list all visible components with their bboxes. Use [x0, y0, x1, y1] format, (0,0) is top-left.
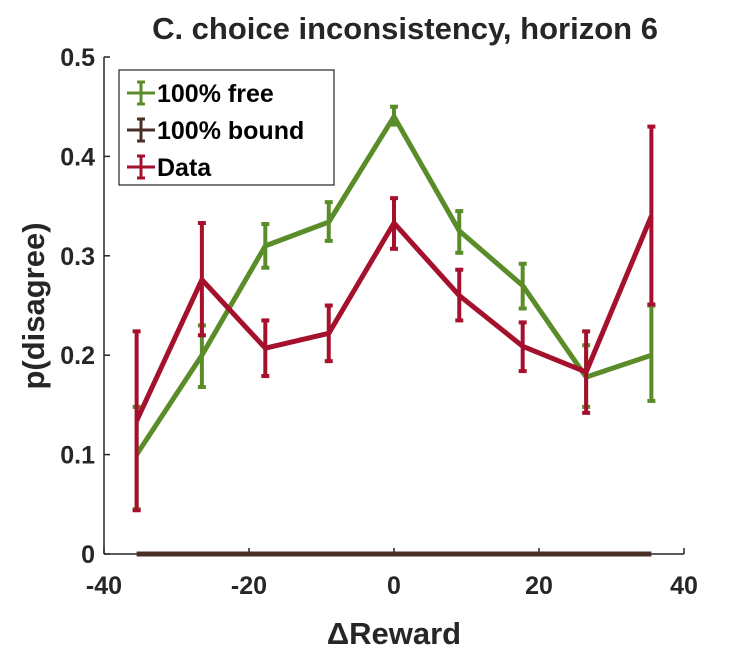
y-tick-label: 0	[81, 541, 95, 569]
y-tick-label: 0.1	[60, 442, 95, 470]
y-tick-label: 0.2	[60, 342, 95, 370]
series-layer	[132, 104, 656, 557]
y-tick-label: 0.4	[60, 143, 95, 171]
x-tick-label: 40	[670, 572, 698, 600]
y-tick-label: 0.3	[60, 243, 95, 271]
x-tick-label: -40	[86, 572, 122, 600]
y-axis-label: p(disagree)	[16, 222, 51, 389]
x-tick-label: 0	[387, 572, 401, 600]
legend: 100% free 100% bound Data	[118, 69, 335, 186]
y-tick-label: 0.5	[60, 44, 95, 72]
x-tick-label: -20	[231, 572, 267, 600]
legend-label-data: Data	[157, 154, 212, 182]
legend-label-100-free: 100% free	[157, 80, 274, 108]
series-data	[132, 124, 656, 513]
chart-title: C. choice inconsistency, horizon 6	[152, 11, 658, 46]
tick-labels: -40 -20 0 20 40 0 0.1 0.2 0.3 0.4 0.5	[60, 44, 698, 600]
x-axis-label: ΔReward	[327, 616, 461, 651]
legend-label-100-bound: 100% bound	[157, 117, 304, 145]
x-tick-label: 20	[525, 572, 553, 600]
